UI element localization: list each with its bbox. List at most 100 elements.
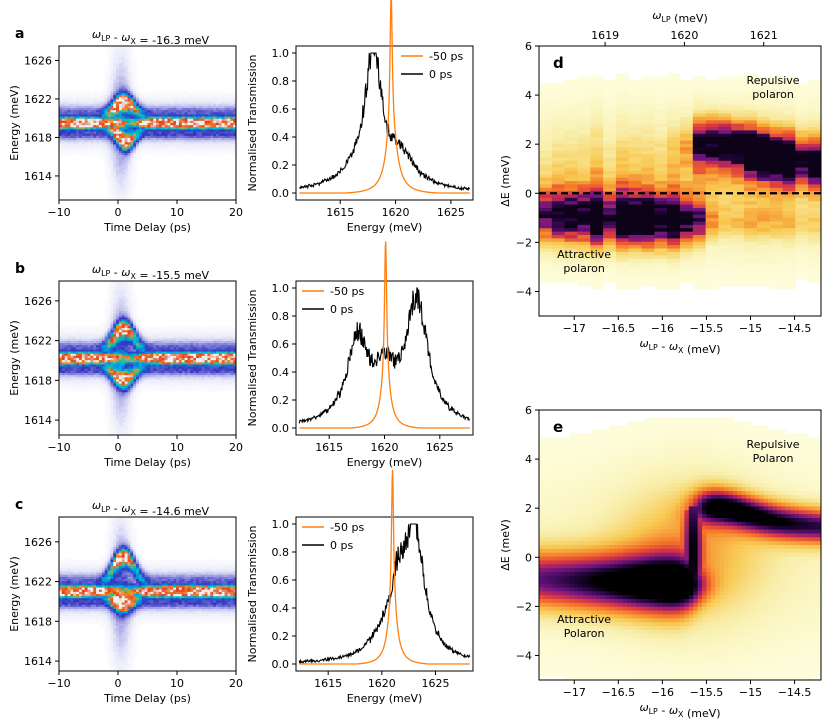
top-x-tick-label: 1621 — [750, 29, 778, 42]
y-tick-label: 1622 — [24, 335, 52, 348]
x-tick-label: 20 — [229, 206, 243, 219]
y-tick-label: 0.6 — [272, 574, 290, 587]
annotation-attractive: Polaron — [564, 627, 605, 640]
x-tick-label: 1620 — [368, 677, 396, 690]
x-tick-label: −14.5 — [778, 686, 812, 699]
y-tick-label: 1626 — [24, 295, 52, 308]
x-tick-label: −10 — [47, 677, 70, 690]
x-tick-label: 0 — [115, 677, 122, 690]
x-tick-label: −16.5 — [601, 322, 635, 335]
a-spec-axes: 1615 1620 1625 0.0 0.2 0.4 0.6 0.8 1.0 — [272, 47, 465, 219]
panel-title: ωLP - ωX = -16.3 meV — [92, 28, 210, 47]
a-map-heatmap — [59, 46, 236, 200]
y-axis-label: ΔE (meV) — [499, 519, 512, 571]
panel-title: ωLP - ωX = -14.6 meV — [92, 499, 210, 518]
series-line-minus50ps — [299, 0, 470, 194]
y-tick-label: 2 — [525, 502, 532, 515]
annotation-attractive: Attractive — [557, 248, 611, 261]
x-tick-label: 10 — [170, 677, 184, 690]
a-map-frame — [58, 45, 237, 201]
y-tick-label: 1622 — [24, 576, 52, 589]
panel-letter: b — [15, 261, 25, 277]
x-axis-label: ωLP - ωX (meV) — [639, 337, 720, 356]
e-map-heatmap — [539, 417, 821, 680]
x-axis-label: ωLP - ωX (meV) — [639, 701, 720, 720]
x-tick-label: −16 — [651, 686, 674, 699]
y-axis-label: Energy (meV) — [8, 320, 21, 396]
y-tick-label: 0.2 — [272, 630, 290, 643]
annotation-repulsive: Repulsive — [747, 438, 800, 451]
y-axis-label: ΔE (meV) — [499, 155, 512, 207]
x-tick-label: 20 — [229, 441, 243, 454]
y-tick-label: 2 — [525, 138, 532, 151]
x-axis-label: Energy (meV) — [347, 221, 423, 234]
e-map-axes: −17 −16.5 −16 −15.5 −15 −14.5 −4 −2 0 2 4 6 — [516, 404, 812, 699]
panel-letter: c — [15, 497, 23, 513]
series-line-minus50ps — [299, 241, 470, 429]
top-x-axis-label: ωLP (meV) — [652, 9, 708, 25]
c-spec-frame — [295, 516, 474, 672]
b-map-axes: −10 0 10 20 1614 1618 1622 1626 — [24, 295, 243, 454]
x-tick-label: 1615 — [326, 206, 354, 219]
legend-label: -50 ps — [330, 521, 364, 534]
y-tick-label: −2 — [516, 236, 532, 249]
x-tick-label: 1625 — [426, 441, 454, 454]
c-map-frame — [58, 516, 237, 672]
y-tick-label: 1618 — [24, 374, 52, 387]
y-tick-label: 0 — [525, 551, 532, 564]
panel-letter: e — [553, 418, 563, 436]
x-tick-label: −15.5 — [690, 686, 724, 699]
b-map-frame — [58, 280, 237, 436]
y-tick-label: 1614 — [24, 170, 52, 183]
x-axis-label: Time Delay (ps) — [103, 692, 191, 705]
series-line-minus50ps — [299, 469, 470, 665]
x-tick-label: 0 — [115, 441, 122, 454]
y-tick-label: 1.0 — [272, 282, 290, 295]
x-tick-label: 20 — [229, 677, 243, 690]
y-tick-label: 6 — [525, 40, 532, 53]
y-axis-label: Normalised Transmission — [246, 526, 259, 663]
y-axis-label: Normalised Transmission — [246, 55, 259, 192]
annotation-repulsive: polaron — [752, 88, 794, 101]
y-tick-label: 0.4 — [272, 602, 290, 615]
y-tick-label: 1.0 — [272, 518, 290, 531]
legend-label: -50 ps — [330, 285, 364, 298]
series-line-0ps — [299, 52, 471, 192]
panel-title: ωLP - ωX = -15.5 meV — [92, 263, 210, 282]
x-tick-label: 10 — [170, 206, 184, 219]
y-tick-label: 0.0 — [272, 658, 290, 671]
x-tick-label: −17 — [563, 686, 586, 699]
y-tick-label: 0.0 — [272, 187, 290, 200]
annotation-attractive: polaron — [563, 262, 605, 275]
c-map-heatmap — [59, 517, 236, 671]
x-tick-label: 10 — [170, 441, 184, 454]
x-axis-label: Energy (meV) — [347, 456, 423, 469]
top-x-tick-label: 1619 — [591, 29, 619, 42]
y-tick-label: 0.4 — [272, 131, 290, 144]
x-tick-label: −10 — [47, 206, 70, 219]
c-map-axes: −10 0 10 20 1614 1618 1622 1626 — [24, 536, 243, 690]
y-tick-label: 0.8 — [272, 310, 290, 323]
y-tick-label: 0.6 — [272, 103, 290, 116]
x-axis-label: Time Delay (ps) — [103, 456, 191, 469]
x-tick-label: −17 — [563, 322, 586, 335]
legend-label: 0 ps — [429, 68, 452, 81]
y-tick-label: 0.0 — [272, 422, 290, 435]
y-tick-label: 0.8 — [272, 75, 290, 88]
x-tick-label: −15 — [739, 322, 762, 335]
y-tick-label: −4 — [516, 649, 532, 662]
y-tick-label: 0.8 — [272, 546, 290, 559]
y-tick-label: 4 — [525, 453, 532, 466]
y-tick-label: −4 — [516, 285, 532, 298]
y-tick-label: 1618 — [24, 131, 52, 144]
x-tick-label: 1620 — [371, 441, 399, 454]
x-tick-label: −10 — [47, 441, 70, 454]
y-tick-label: 1618 — [24, 615, 52, 628]
a-map-axes: −10 0 10 20 1614 1618 1622 1626 — [24, 54, 243, 219]
x-axis-label: Energy (meV) — [347, 692, 423, 705]
y-tick-label: 0 — [525, 187, 532, 200]
x-tick-label: −14.5 — [778, 322, 812, 335]
y-tick-label: 0.2 — [272, 394, 290, 407]
x-tick-label: −15 — [739, 686, 762, 699]
e-map-frame — [538, 409, 822, 681]
